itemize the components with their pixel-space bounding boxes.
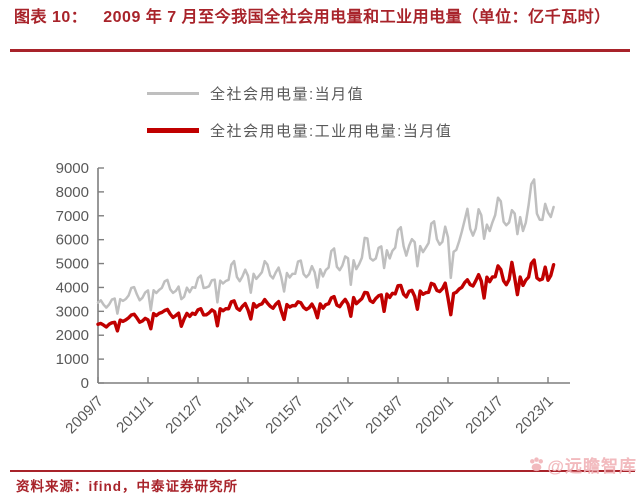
x-tick-label: 2015/7 — [262, 393, 306, 437]
y-tick-label: 8000 — [56, 184, 89, 201]
watermark: @远瞻智库 — [528, 452, 637, 477]
y-tick-label: 3000 — [56, 303, 89, 320]
legend-item-total[interactable]: 全社会用电量:当月值 — [147, 83, 452, 104]
legend-label-industrial: 全社会用电量:工业用电量:当月值 — [210, 123, 453, 140]
chart-svg: 0 1000 2000 3000 4000 5000 6000 7000 8000 9000 200… — [56, 160, 570, 437]
x-tick-label: 2021/7 — [462, 393, 506, 437]
electricity-line-chart: 0 1000 2000 3000 4000 5000 6000 7000 8000 9000 200… — [28, 156, 620, 464]
title-divider — [10, 49, 630, 52]
x-tick-label: 2009/7 — [62, 393, 106, 437]
y-tick-label: 2000 — [56, 327, 89, 344]
legend-item-industrial[interactable]: 全社会用电量:工业用电量:当月值 — [147, 120, 452, 141]
y-tick-label: 9000 — [56, 160, 89, 177]
figure-number-label: 图表 10： — [14, 9, 88, 26]
source-note: 资料来源：ifind，中泰证券研究所 — [16, 479, 238, 494]
series-line-total — [96, 178, 555, 315]
y-tick-label: 6000 — [56, 232, 89, 249]
y-tick-label: 5000 — [56, 256, 89, 273]
x-tick-label: 2011/1 — [113, 393, 157, 437]
watermark-text: @远瞻智库 — [547, 457, 637, 476]
y-tick-label: 7000 — [56, 208, 89, 225]
chart-axes — [97, 168, 570, 384]
x-tick-label: 2014/1 — [212, 393, 256, 437]
series-line-industrial — [96, 258, 556, 333]
x-tick-label: 2017/1 — [312, 393, 356, 437]
x-axis-ticks: 2009/7 2011/1 2012/7 2014/1 2015/7 2017/1 2018… — [62, 377, 557, 437]
x-tick-label: 2020/1 — [412, 393, 456, 437]
chart-legend: 全社会用电量:当月值 全社会用电量:工业用电量:当月值 — [147, 83, 452, 141]
x-tick-label: 2023/1 — [512, 393, 556, 437]
legend-label-total: 全社会用电量:当月值 — [210, 86, 365, 103]
footer-divider — [10, 470, 635, 472]
legend-swatch-total-line — [147, 92, 199, 95]
figure-title-text: 2009 年 7 月至今我国全社会用电量和工业用电量（单位：亿千瓦时） — [103, 9, 611, 26]
x-tick-label: 2012/7 — [162, 393, 206, 437]
y-axis-ticks: 0 1000 2000 3000 4000 5000 6000 7000 8000 9000 — [56, 160, 104, 392]
figure-title: 图表 10： 2009 年 7 月至今我国全社会用电量和工业用电量（单位：亿千瓦时… — [14, 7, 630, 28]
watermark-logo-icon — [530, 457, 544, 472]
legend-swatch-industrial-line — [147, 128, 199, 133]
y-tick-label: 4000 — [56, 279, 89, 296]
x-tick-label: 2018/7 — [362, 393, 406, 437]
y-tick-label: 1000 — [56, 351, 89, 368]
y-tick-label: 0 — [81, 375, 89, 392]
